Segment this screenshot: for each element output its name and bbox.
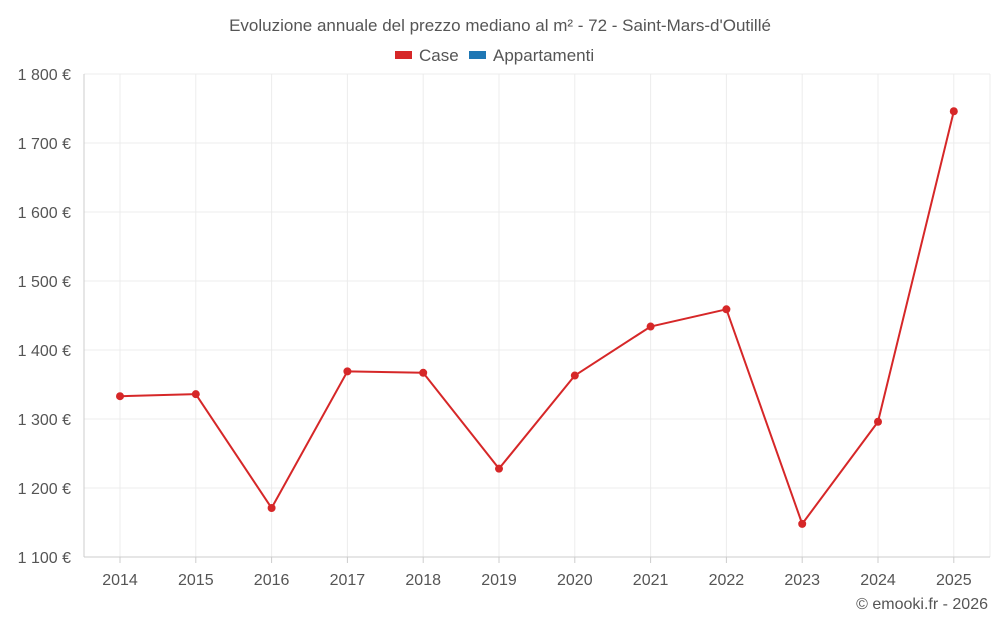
y-tick-label: 1 800 € (18, 67, 71, 84)
legend-swatch-case (395, 51, 412, 59)
data-point[interactable] (798, 519, 807, 528)
data-point[interactable] (646, 322, 655, 331)
legend-item-appartamenti[interactable]: Appartamenti (469, 46, 594, 65)
axes: 1 100 € 1 200 € 1 300 € 1 400 € 1 500 € 1 600… (18, 67, 990, 589)
legend: Case Appartamenti (395, 46, 594, 65)
data-point[interactable] (419, 368, 428, 377)
data-point[interactable] (722, 305, 731, 314)
x-tick-label: 2020 (557, 572, 593, 589)
x-tick-label: 2024 (860, 572, 896, 589)
data-point[interactable] (570, 371, 579, 380)
chart-title: Evoluzione annuale del prezzo mediano al… (229, 16, 771, 35)
data-point[interactable] (116, 392, 124, 401)
data-point[interactable] (949, 107, 958, 116)
legend-label-case: Case (419, 46, 459, 65)
x-tick-label: 2025 (936, 572, 972, 589)
legend-label-appartamenti: Appartamenti (493, 46, 594, 65)
plot-area (116, 107, 958, 528)
data-point[interactable] (874, 417, 882, 426)
data-point[interactable] (495, 464, 503, 473)
x-tick-label: 2014 (102, 572, 138, 589)
x-tick-label: 2022 (709, 572, 745, 589)
x-tick-label: 2015 (178, 572, 214, 589)
data-point[interactable] (343, 367, 352, 376)
y-tick-label: 1 500 € (18, 274, 71, 291)
x-tick-label: 2019 (481, 572, 517, 589)
grid (84, 73, 991, 557)
credit-text: © emooki.fr - 2026 (856, 596, 988, 613)
x-tick-label: 2017 (330, 572, 366, 589)
legend-swatch-appartamenti (469, 51, 486, 59)
y-tick-label: 1 300 € (18, 412, 71, 429)
y-tick-label: 1 200 € (18, 481, 71, 498)
x-tick-label: 2018 (405, 572, 441, 589)
legend-item-case[interactable]: Case (395, 46, 459, 65)
x-tick-label: 2016 (254, 572, 290, 589)
y-tick-label: 1 600 € (18, 205, 71, 222)
y-tick-label: 1 700 € (18, 136, 71, 153)
y-tick-label: 1 400 € (18, 343, 71, 360)
x-tick-label: 2023 (784, 572, 820, 589)
x-tick-label: 2021 (633, 572, 669, 589)
data-point[interactable] (191, 390, 200, 399)
data-point[interactable] (267, 504, 276, 513)
y-tick-label: 1 100 € (18, 550, 71, 567)
series-line-case (119, 111, 955, 525)
